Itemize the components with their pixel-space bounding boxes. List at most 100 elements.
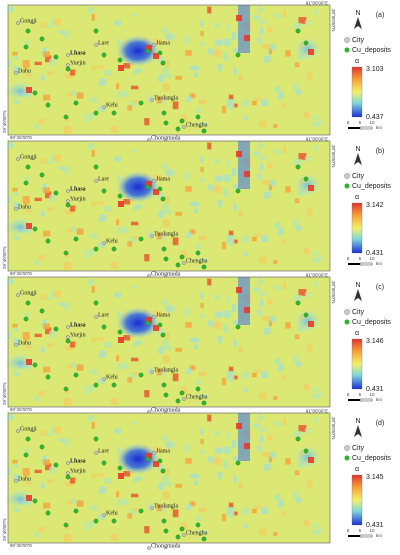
place-label: Jiama [156,448,170,454]
raster-cell [42,183,48,190]
raster-cell [91,337,97,343]
raster-cell [98,377,106,384]
raster-cell [34,531,40,538]
raster-cell [193,480,199,486]
raster-cell [222,324,229,332]
raster-cell [233,319,238,325]
raster-cell [312,257,320,263]
raster-cell [38,118,45,124]
raster-cell [104,342,112,348]
legend-max: 3.103 [366,66,384,73]
raster-cell [66,228,73,233]
scale-unit: km [376,397,382,402]
raster-cell [161,435,168,441]
raster-cell [156,232,162,240]
raster-cell [217,199,222,207]
place-label: Lhasa [70,322,86,328]
coordinate-label: 91°00'00"E [306,137,328,142]
raster-cell [296,89,302,95]
raster-cell [117,447,121,454]
cu-deposit [201,128,207,134]
raster-cell [98,337,104,341]
raster-cell [182,172,190,180]
city-marker [182,261,186,265]
raster-cell [259,27,264,35]
raster-cell [293,294,302,302]
raster-cell [276,493,280,499]
raster-cell [226,371,235,379]
raster-cell [175,483,183,488]
city-marker [66,189,70,193]
raster-cell [283,282,287,289]
coordinate-label: 91°00'00"E [306,1,328,6]
scale-tick: 5 [359,256,362,261]
cu-deposit [235,324,241,330]
raster-cell [274,13,282,19]
raster-cell [42,47,48,54]
raster-cell [305,20,311,26]
raster-cell [161,27,168,33]
raster-cell [91,285,95,293]
raster-cell [186,231,192,239]
raster-cell [53,426,61,434]
raster-cell [242,99,249,107]
raster-cell [13,328,18,333]
cu-deposit [157,458,163,464]
cu-deposit [157,186,163,192]
raster-cell [316,255,322,262]
raster-cell [213,186,222,194]
raster-cell [217,335,222,343]
raster-cell [71,498,77,505]
raster-cell [281,103,286,108]
legend-deposit-label: Cu_deposits [352,47,391,54]
scale-tick: 0 [347,392,350,397]
cu-deposit [175,534,181,540]
place-label: Lare [98,40,109,46]
cu-deposit [93,382,99,388]
raster-cell [304,520,310,527]
north-arrow [354,425,362,437]
raster-cell [243,523,248,528]
city-marker [152,451,156,455]
raster-cell [273,224,277,228]
legend-city-label: City [352,37,365,44]
coordinate-label: 29°40'00"N [2,382,7,405]
low-anomaly [4,353,36,373]
raster-cell [313,281,318,288]
raster-cell [40,294,46,300]
raster-cell [292,220,298,229]
panel-label: (a) [376,12,385,19]
raster-cell [162,475,169,483]
color-ramp [351,338,363,390]
cu-deposit [23,180,29,186]
raster-cell [76,364,84,371]
raster-cell [260,99,268,107]
raster-cell [254,505,261,509]
place-label: Yuejin [70,468,86,474]
cu-deposit [235,188,241,194]
raster-cell [214,447,223,454]
raster-cell [270,452,277,458]
city-marker [150,370,154,374]
raster-cell [157,211,164,218]
raster-cell [38,390,45,396]
place-label: Chengba [186,122,208,128]
raster-cell [84,386,92,394]
raster-cell [189,93,196,99]
raster-cell [98,473,104,477]
raster-cell [43,94,51,101]
raster-cell [110,397,119,405]
raster-cell [312,393,320,399]
raster-cell [115,355,120,362]
coordinate-label: 90°45'00"E [10,271,32,276]
raster-cell [98,350,107,358]
raster-cell [98,214,107,222]
raster-cell [224,38,231,46]
cu-deposit [93,436,99,442]
raster-cell [305,156,311,162]
raster-cell [316,391,322,398]
low-anomaly [238,141,250,189]
cu-deposit [39,308,45,314]
place-label: Tuolangla [154,95,178,101]
raster-cell [199,530,208,534]
